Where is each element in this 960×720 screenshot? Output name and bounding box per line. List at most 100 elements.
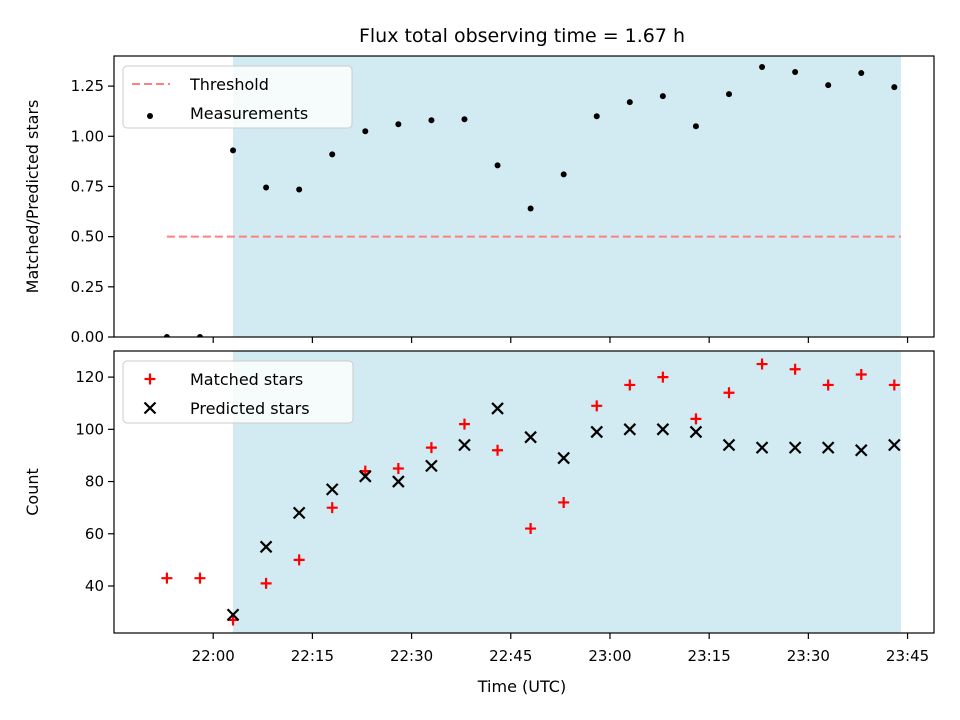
y-tick-label: 40 [85, 577, 104, 595]
matched-star-point [855, 369, 867, 380]
matched-star-point [888, 379, 900, 391]
matched-star-point [822, 379, 834, 391]
x-tick-label: 23:45 [886, 647, 929, 665]
x-tick-label: 22:00 [192, 647, 235, 665]
y-tick-label: 100 [75, 420, 104, 438]
matched-star-point [194, 572, 206, 584]
predicted-star-point [292, 506, 306, 520]
predicted-star-point [425, 459, 438, 473]
predicted-star-point [259, 540, 273, 554]
measurement-point [461, 116, 468, 123]
axes-frame [113, 350, 935, 634]
y-tick-label: 120 [75, 368, 104, 386]
y-tick-label: 80 [85, 473, 104, 491]
matched-star-point [161, 572, 173, 584]
predicted-star-point [590, 425, 604, 439]
measurement-point [395, 121, 402, 128]
measurement-point [263, 184, 270, 191]
measurement-point [196, 334, 203, 337]
chart-title: Flux total observing time = 1.67 h [359, 25, 685, 47]
measurement-point [593, 113, 600, 120]
matched-star-point [657, 371, 669, 383]
measurement-point [726, 91, 732, 98]
matched-star-point [690, 413, 702, 425]
predicted-star-point [557, 451, 570, 465]
measurement-point [163, 334, 170, 337]
matched-star-point [558, 496, 570, 508]
legend-box [122, 65, 353, 129]
legend-label: Predicted stars [190, 399, 310, 418]
y-tick-label: 0.75 [71, 177, 104, 195]
matched-star-point [525, 523, 537, 535]
y-tick-label: 60 [85, 525, 104, 543]
matched-star-point [458, 418, 470, 430]
measurement-point [494, 162, 501, 169]
legend-label: Threshold [189, 75, 269, 94]
predicted-star-point [888, 438, 901, 452]
measurement-point [792, 69, 799, 76]
matched-star-point [624, 379, 636, 391]
legend-box [122, 360, 354, 424]
y-tick-label: 0.00 [71, 328, 104, 346]
series-group [161, 358, 901, 626]
legend: Matched stars Predicted stars [122, 360, 354, 424]
predicted-star-point [524, 430, 537, 444]
measurement-point [825, 82, 832, 89]
matched-star-point [591, 400, 603, 412]
matched-star-point [392, 463, 404, 474]
matched-star-point [492, 444, 504, 456]
matched-star-point [789, 363, 801, 375]
predicted-star-point [689, 425, 703, 439]
matched-star-point [425, 442, 437, 454]
y-tick-label: 0.25 [71, 278, 104, 296]
y-tick-label: 1.00 [71, 127, 104, 145]
measurement-point [230, 147, 237, 154]
legend-swatch-measurement [147, 113, 153, 119]
measurement-point [759, 64, 766, 71]
measurement-point [527, 205, 534, 212]
legend-label: Measurements [190, 104, 308, 123]
measurement-point [692, 123, 699, 130]
matched-star-point [293, 554, 305, 566]
predicted-star-point [788, 441, 802, 454]
x-tick-label: 23:15 [688, 647, 731, 665]
predicted-star-point [854, 443, 868, 457]
predicted-star-point [755, 441, 769, 454]
predicted-star-point [491, 402, 504, 415]
legend-swatch-predicted [143, 401, 157, 415]
x-tick-label: 23:00 [588, 647, 631, 665]
x-axis-title: Time (UTC) [477, 677, 566, 696]
x-tick-label: 23:30 [787, 647, 830, 665]
measurement-point [560, 171, 567, 178]
predicted-star-point [359, 470, 372, 483]
matched-star-point [326, 502, 338, 514]
matched-star-point [756, 358, 768, 370]
legend-label: Matched stars [190, 370, 303, 389]
measurement-point [362, 128, 369, 135]
predicted-star-point [656, 423, 670, 436]
predicted-star-point [392, 475, 405, 488]
predicted-star-point [722, 438, 736, 452]
predicted-star-point [325, 483, 339, 496]
predicted-star-point [458, 438, 471, 452]
predicted-star-point [821, 441, 835, 454]
legend-swatch-matched [144, 373, 156, 385]
axes-frame [113, 55, 935, 338]
y-axis-title: Matched/Predicted stars [23, 100, 42, 294]
measurement-point [626, 99, 633, 106]
measurement-point [858, 70, 865, 77]
x-tick-label: 22:15 [291, 647, 334, 665]
matched-star-point [723, 387, 735, 399]
measurement-point [329, 151, 336, 158]
y-tick-label: 1.25 [71, 77, 104, 95]
measurement-point [296, 186, 303, 193]
series-group [163, 64, 901, 337]
measurement-point [659, 93, 666, 100]
y-axis-title: Count [23, 468, 42, 516]
predicted-star-point [623, 423, 637, 436]
ratio-panel: 0.00 0.25 0.50 0.75 1.00 1.25 Matched/Predicte… [23, 55, 935, 346]
legend: Threshold Measurements [122, 65, 353, 129]
x-tick-label: 22:45 [489, 647, 532, 665]
predicted-star-point [226, 608, 240, 621]
